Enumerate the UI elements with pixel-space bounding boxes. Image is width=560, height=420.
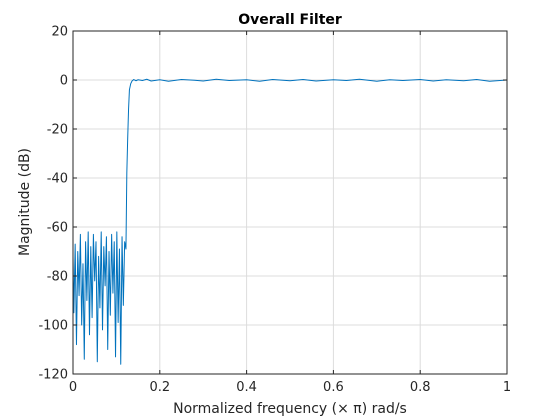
x-tick-label: 0.4 (236, 380, 257, 395)
y-axis-title: Magnitude (dB) (17, 148, 33, 256)
line-layer (72, 78, 508, 365)
plot-area (73, 31, 507, 374)
y-tick-label: -60 (47, 221, 68, 236)
y-tick-label: -120 (38, 368, 68, 383)
axes-layer (72, 30, 508, 375)
x-tick-label: 1 (503, 380, 511, 395)
y-tick-label: 20 (51, 25, 68, 40)
x-tick-label: 0.2 (149, 380, 170, 395)
magnitude-response-line (72, 78, 508, 365)
y-tick-label: -80 (47, 270, 68, 285)
y-tick-label: -20 (47, 123, 68, 138)
axes-box (72, 30, 508, 375)
y-tick-label: -40 (47, 172, 68, 187)
x-axis-title: Normalized frequency (× π) rad/s (173, 401, 407, 417)
x-tick-label: 0.6 (323, 380, 344, 395)
chart-title: Overall Filter (238, 12, 342, 28)
x-tick-label: 0 (69, 380, 77, 395)
x-tick-label: 0.8 (410, 380, 431, 395)
y-tick-label: 0 (60, 74, 68, 89)
tick-label-layer: 0 0.2 0.4 0.6 0.8 1 -120 -100 -80 -60 -40 -20 0 20 (38, 25, 511, 396)
y-tick-label: -100 (38, 319, 68, 334)
